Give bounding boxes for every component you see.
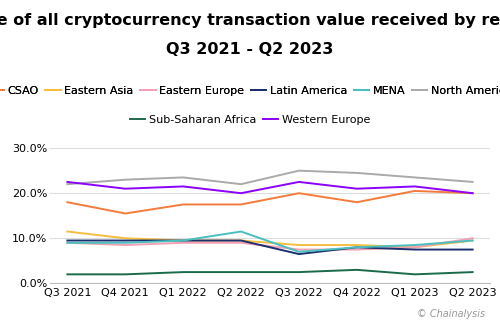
Eastern Asia xyxy=(180,239,186,242)
MENA xyxy=(64,241,70,245)
Latin America xyxy=(470,248,476,251)
Eastern Europe xyxy=(238,241,244,245)
Eastern Europe xyxy=(354,248,360,251)
Eastern Asia xyxy=(238,239,244,242)
Western Europe xyxy=(354,187,360,191)
Latin America xyxy=(122,239,128,242)
Eastern Asia xyxy=(122,236,128,240)
Western Europe xyxy=(296,180,302,184)
Eastern Europe xyxy=(412,245,418,249)
Western Europe xyxy=(122,187,128,191)
Line: Western Europe: Western Europe xyxy=(68,182,472,193)
Line: Latin America: Latin America xyxy=(68,241,472,254)
MENA xyxy=(412,243,418,247)
North America xyxy=(64,182,70,186)
Latin America xyxy=(296,252,302,256)
North America xyxy=(122,178,128,182)
Text: Q3 2021 - Q2 2023: Q3 2021 - Q2 2023 xyxy=(166,42,334,57)
North America xyxy=(354,171,360,175)
Eastern Asia xyxy=(64,230,70,233)
Eastern Europe xyxy=(296,248,302,251)
CSAO xyxy=(122,212,128,215)
CSAO xyxy=(412,189,418,193)
Sub-Saharan Africa xyxy=(354,268,360,272)
Text: Share of all cryptocurrency transaction value received by region,: Share of all cryptocurrency transaction … xyxy=(0,13,500,28)
Text: © Chainalysis: © Chainalysis xyxy=(417,309,485,319)
Western Europe xyxy=(412,185,418,188)
Latin America xyxy=(180,239,186,242)
Sub-Saharan Africa xyxy=(122,272,128,276)
CSAO xyxy=(470,191,476,195)
Latin America xyxy=(238,239,244,242)
Line: Eastern Asia: Eastern Asia xyxy=(68,232,472,247)
CSAO xyxy=(354,200,360,204)
Eastern Europe xyxy=(122,243,128,247)
Legend: CSAO, Eastern Asia, Eastern Europe, Latin America, MENA, North America: CSAO, Eastern Asia, Eastern Europe, Lati… xyxy=(0,86,500,96)
North America xyxy=(470,180,476,184)
Line: CSAO: CSAO xyxy=(68,191,472,213)
Eastern Asia xyxy=(296,243,302,247)
Western Europe xyxy=(470,191,476,195)
North America xyxy=(296,169,302,173)
Eastern Asia xyxy=(354,243,360,247)
CSAO xyxy=(238,203,244,206)
Sub-Saharan Africa xyxy=(64,272,70,276)
MENA xyxy=(238,230,244,233)
Legend: Sub-Saharan Africa, Western Europe: Sub-Saharan Africa, Western Europe xyxy=(130,115,370,125)
Sub-Saharan Africa xyxy=(238,270,244,274)
Sub-Saharan Africa xyxy=(412,272,418,276)
Latin America xyxy=(64,239,70,242)
MENA xyxy=(354,245,360,249)
Latin America xyxy=(412,248,418,251)
CSAO xyxy=(180,203,186,206)
MENA xyxy=(296,250,302,254)
Line: Sub-Saharan Africa: Sub-Saharan Africa xyxy=(68,270,472,274)
Western Europe xyxy=(64,180,70,184)
CSAO xyxy=(64,200,70,204)
Sub-Saharan Africa xyxy=(470,270,476,274)
Latin America xyxy=(354,245,360,249)
Line: North America: North America xyxy=(68,171,472,184)
Line: Eastern Europe: Eastern Europe xyxy=(68,238,472,250)
Eastern Europe xyxy=(470,236,476,240)
MENA xyxy=(180,239,186,242)
CSAO xyxy=(296,191,302,195)
MENA xyxy=(122,241,128,245)
MENA xyxy=(470,239,476,242)
Sub-Saharan Africa xyxy=(296,270,302,274)
Eastern Europe xyxy=(180,241,186,245)
Eastern Asia xyxy=(412,245,418,249)
Eastern Europe xyxy=(64,241,70,245)
North America xyxy=(238,182,244,186)
Line: MENA: MENA xyxy=(68,232,472,252)
North America xyxy=(412,175,418,179)
Western Europe xyxy=(238,191,244,195)
North America xyxy=(180,175,186,179)
Western Europe xyxy=(180,185,186,188)
Sub-Saharan Africa xyxy=(180,270,186,274)
Eastern Asia xyxy=(470,239,476,242)
